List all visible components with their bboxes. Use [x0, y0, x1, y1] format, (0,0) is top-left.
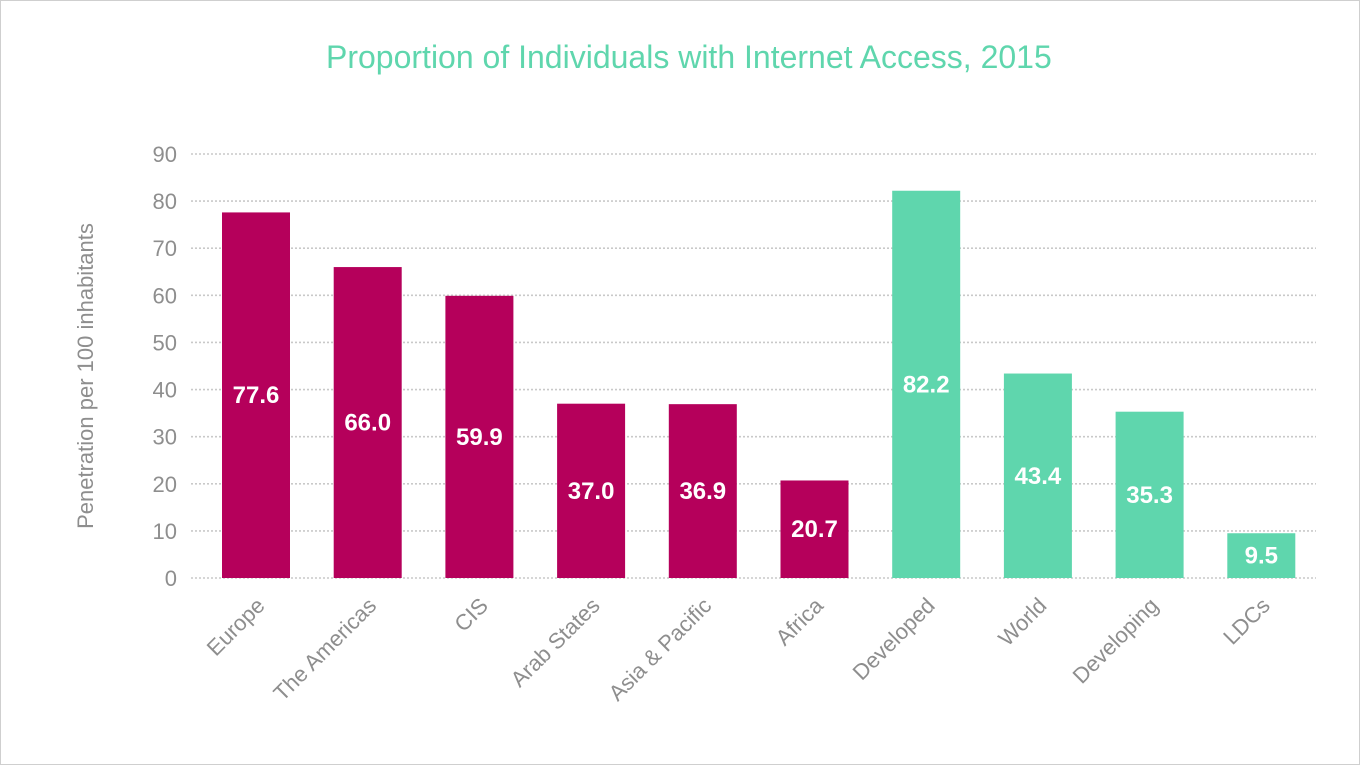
bar-developed: [892, 190, 961, 578]
data-label: 35.3: [1126, 482, 1173, 509]
y-tick-label: 60: [153, 283, 177, 308]
bar-developing: [1115, 411, 1184, 578]
data-label: 43.4: [1015, 463, 1062, 490]
data-label: 66.0: [344, 410, 391, 437]
x-tick-label: Africa: [771, 592, 829, 650]
bar-world: [1003, 373, 1072, 578]
bar-europe: [222, 212, 290, 578]
x-tick-label: LDCs: [1218, 593, 1275, 650]
x-tick-label: Arab States: [506, 593, 605, 692]
y-axis-title: Penetration per 100 inhabitants: [73, 223, 98, 529]
bar-asia-pacific: [668, 404, 737, 578]
data-label: 82.2: [903, 371, 950, 398]
data-label: 59.9: [456, 424, 503, 451]
y-axis-ticks: 0 10 20 30 40 50 60 70 80 90: [153, 142, 177, 591]
data-label: 77.6: [233, 382, 280, 409]
x-tick-label: Europe: [202, 593, 270, 661]
x-tick-label: Asia & Pacific: [604, 593, 717, 706]
y-tick-label: 10: [153, 519, 177, 544]
value-labels: 77.6 66.0 59.9 37.0 36.9 20.7 82.2 43.4 35.3 9.5: [233, 371, 1278, 569]
y-tick-label: 70: [153, 236, 177, 261]
y-tick-label: 40: [153, 378, 177, 403]
bars: [222, 190, 1296, 578]
y-tick-label: 90: [153, 142, 177, 167]
data-label: 9.5: [1245, 543, 1278, 570]
data-label: 36.9: [679, 478, 726, 505]
x-tick-label: World: [993, 593, 1051, 651]
y-tick-label: 0: [165, 566, 177, 591]
x-tick-label: Developed: [848, 593, 940, 685]
chart-title: Proportion of Individuals with Internet …: [326, 39, 1052, 75]
bar-ldcs: [1227, 533, 1296, 578]
y-tick-label: 30: [153, 425, 177, 450]
y-tick-label: 50: [153, 330, 177, 355]
bar-the-americas: [333, 267, 402, 578]
bar-africa: [780, 480, 849, 578]
data-label: 20.7: [791, 516, 838, 543]
data-label: 37.0: [568, 478, 615, 505]
bar-arab-states: [557, 403, 626, 578]
x-tick-label: The Americas: [268, 593, 381, 706]
x-tick-label: CIS: [449, 593, 493, 637]
x-tick-label: Developing: [1068, 593, 1164, 689]
y-tick-label: 20: [153, 472, 177, 497]
y-tick-label: 80: [153, 189, 177, 214]
bar-cis: [445, 295, 514, 578]
